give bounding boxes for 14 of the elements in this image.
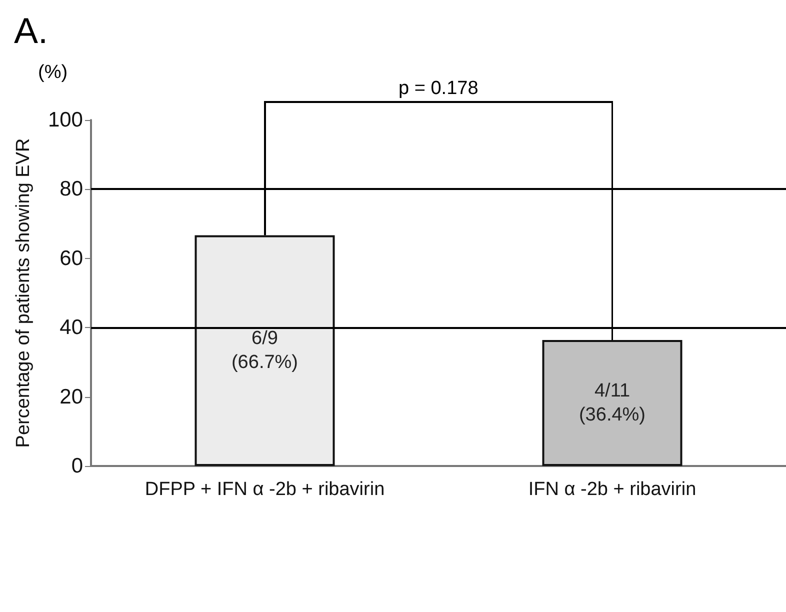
y-tick-label: 100 [48,108,83,132]
y-tick-label: 20 [60,385,83,408]
y-tick-label: 40 [60,316,83,340]
y-tick-label: 60 [60,246,83,270]
data-label: 4/11 (36.4%) [578,380,646,426]
y-tick-label: 80 [60,178,83,201]
x-tick-label: DFPP + IFN α -2b + ribavirin [144,479,385,500]
text: (%) [38,62,68,84]
text: p = 0.178 [398,78,478,100]
x-tick-label: IFN α -2b + ribavirin [528,479,696,500]
y-axis-title: Percentage of patients showing EVR [13,138,34,448]
y-tick-label: 0 [71,454,83,478]
chart-title: A. [14,10,48,52]
data-label: 6/9 (66.7%) [231,328,298,374]
